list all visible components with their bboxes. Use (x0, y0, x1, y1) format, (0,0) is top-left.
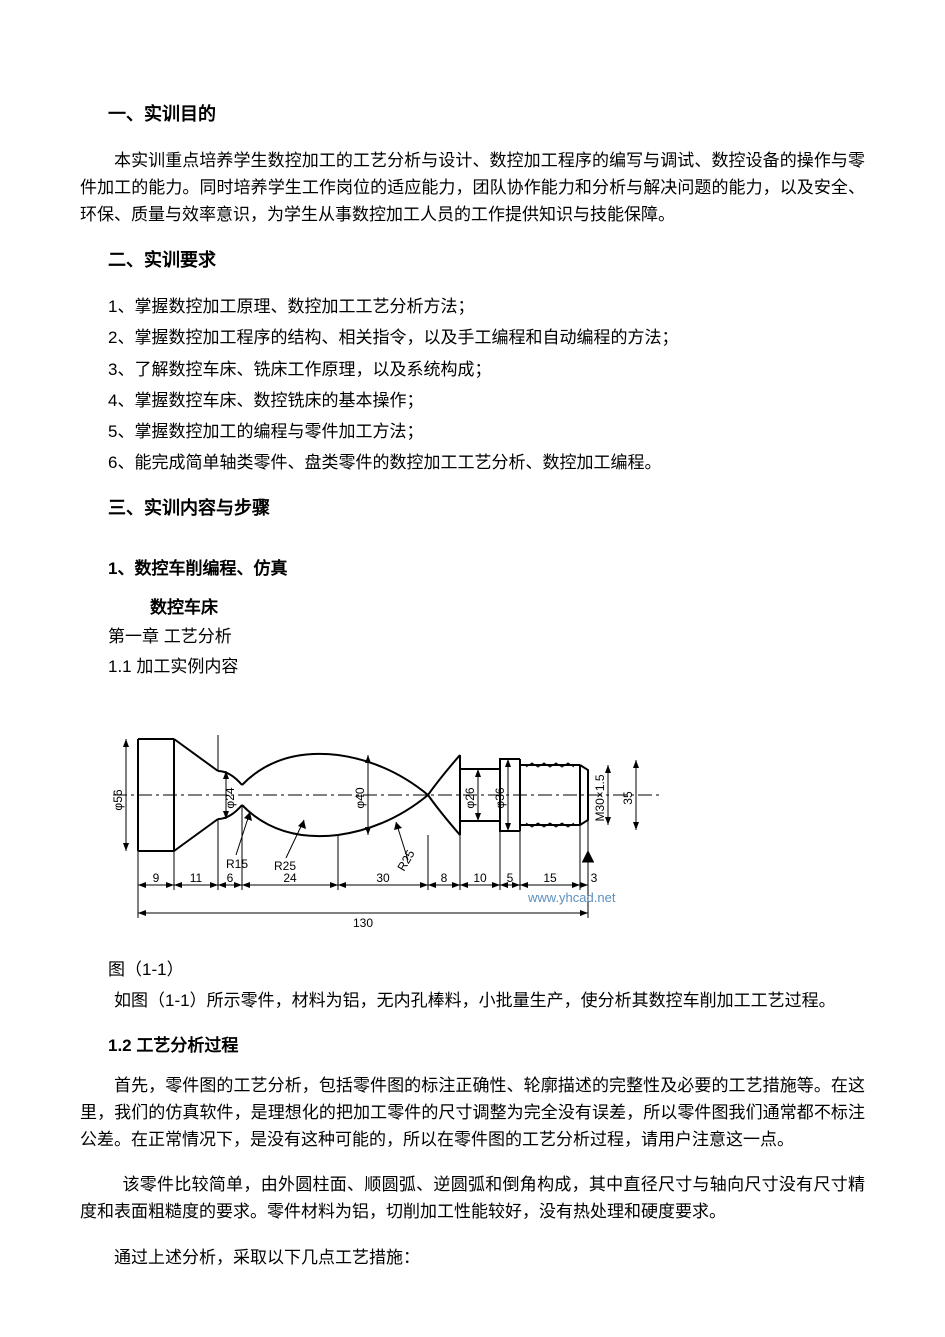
list-item: 5、掌握数控加工的编程与零件加工方法； (108, 418, 865, 445)
section1-para: 本实训重点培养学生数控加工的工艺分析与设计、数控加工程序的编写与调试、数控设备的… (80, 147, 865, 229)
list-item: 3、了解数控车床、铣床工作原理，以及系统构成； (108, 356, 865, 383)
section1-heading: 一、实训目的 (80, 100, 865, 129)
chapter-heading: 第一章 工艺分析 (80, 623, 865, 650)
list-item: 1、掌握数控加工原理、数控加工工艺分析方法； (108, 293, 865, 320)
sec1-2-heading: 1.2 工艺分析过程 (80, 1032, 865, 1059)
seg-8: 15 (543, 871, 557, 885)
part-drawing-svg: φ56 φ24 φ40 φ26 φ36 M30×1.5 35 R15 R25 R… (108, 690, 668, 940)
section3-heading: 三、实训内容与步骤 (80, 494, 865, 523)
dim-d40: φ40 (353, 787, 367, 808)
seg-2: 6 (227, 871, 234, 885)
list-item: 4、掌握数控车床、数控铣床的基本操作； (108, 387, 865, 414)
dim-d36: φ36 (493, 787, 507, 808)
watermark-text: www.yhcad.net (527, 890, 616, 905)
engineering-drawing: φ56 φ24 φ40 φ26 φ36 M30×1.5 35 R15 R25 R… (80, 690, 865, 948)
seg-3: 24 (283, 871, 297, 885)
requirements-list: 1、掌握数控加工原理、数控加工工艺分析方法； 2、掌握数控加工程序的结构、相关指… (80, 293, 865, 476)
list-item: 6、能完成简单轴类零件、盘类零件的数控加工工艺分析、数控加工编程。 (108, 449, 865, 476)
dim-r25b: R25 (394, 847, 417, 873)
seg-9: 3 (591, 871, 598, 885)
seg-6: 10 (473, 871, 487, 885)
seg-7: 5 (507, 871, 514, 885)
para3: 该零件比较简单，由外圆柱面、顺圆弧、逆圆弧和倒角构成，其中直径尺寸与轴向尺寸没有… (80, 1171, 865, 1225)
dim-d24: φ24 (223, 787, 237, 808)
dim-d56: φ56 (111, 789, 125, 810)
dim-d26: φ26 (463, 787, 477, 808)
sub1-title: 1、数控车削编程、仿真 (80, 555, 865, 582)
section2-heading: 二、实训要求 (80, 246, 865, 275)
seg-1: 11 (190, 871, 203, 885)
para2: 首先，零件图的工艺分析，包括零件图的标注正确性、轮廓描述的完整性及必要的工艺措施… (80, 1072, 865, 1154)
lathe-title: 数控车床 (80, 594, 865, 621)
seg-4: 30 (376, 871, 390, 885)
para4: 通过上述分析，采取以下几点工艺措施： (80, 1244, 865, 1271)
seg-5: 8 (441, 871, 448, 885)
seg-0: 9 (153, 871, 160, 885)
figure-caption: 图（1-1） (80, 956, 865, 983)
sec1-1-heading: 1.1 加工实例内容 (80, 653, 865, 680)
dim-m30: M30×1.5 (593, 774, 607, 821)
dim-r15: R15 (226, 857, 248, 871)
dim-h35: 35 (621, 791, 635, 805)
dim-total: 130 (353, 916, 373, 930)
figure-para: 如图（1-1）所示零件，材料为铝，无内孔棒料，小批量生产，使分析其数控车削加工工… (80, 987, 865, 1014)
list-item: 2、掌握数控加工程序的结构、相关指令，以及手工编程和自动编程的方法； (108, 324, 865, 351)
